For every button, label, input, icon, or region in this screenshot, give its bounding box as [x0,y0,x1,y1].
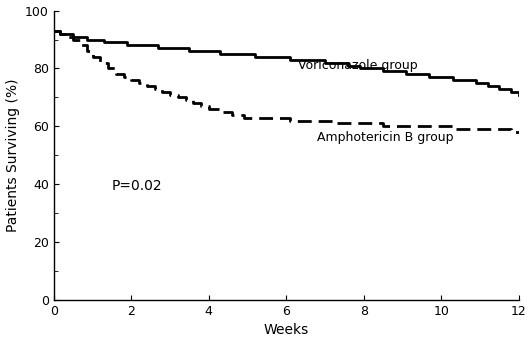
Y-axis label: Patients Surviving (%): Patients Surviving (%) [5,79,20,232]
X-axis label: Weeks: Weeks [263,323,309,338]
Text: Amphotericin B group: Amphotericin B group [317,131,454,144]
Text: P=0.02: P=0.02 [112,179,163,193]
Text: Voriconazole group: Voriconazole group [298,59,418,72]
